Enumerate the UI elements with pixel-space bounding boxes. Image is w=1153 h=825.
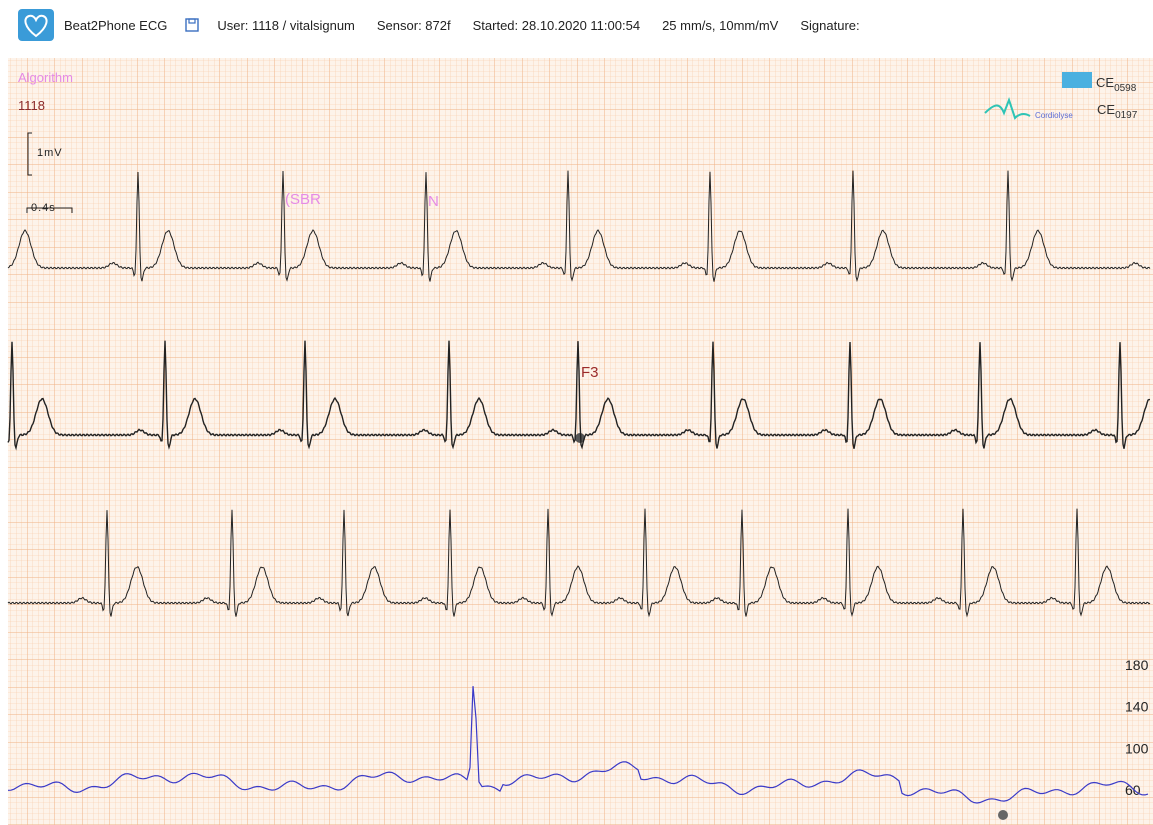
ce-device-icon bbox=[1062, 72, 1092, 88]
ce-text: CE bbox=[1097, 102, 1115, 117]
app-name: Beat2Phone ECG bbox=[64, 17, 168, 33]
recording-settings: 25 mm/s, 10mm/mV bbox=[662, 17, 779, 33]
cordiolyse-logo bbox=[984, 97, 1031, 120]
heart-rate-trace bbox=[7, 686, 1149, 804]
ecg-trace bbox=[7, 508, 1151, 618]
ce-number: 0598 bbox=[1114, 83, 1137, 94]
hr-tick-label: 60 bbox=[1125, 782, 1141, 798]
ecg-trace bbox=[7, 170, 1151, 283]
save-icon[interactable] bbox=[185, 18, 200, 32]
amplitude-bracket bbox=[27, 132, 32, 176]
event-marker[interactable] bbox=[998, 810, 1008, 820]
marker-annotation: F3 bbox=[581, 364, 599, 381]
start-time: Started: 28.10.2020 11:00:54 bbox=[472, 17, 641, 33]
ce-text: CE bbox=[1096, 75, 1114, 90]
hr-tick-label: 180 bbox=[1125, 657, 1149, 673]
ecg-trace bbox=[7, 340, 1150, 451]
rhythm-annotation: (SBR bbox=[285, 191, 321, 208]
sensor-info: Sensor: 872f bbox=[376, 17, 451, 33]
app-logo bbox=[18, 9, 54, 41]
user-info: User: 1118 / vitalsignum bbox=[217, 17, 355, 33]
ce-number: 0197 bbox=[1115, 110, 1138, 121]
time-scale: 0.4s bbox=[31, 202, 56, 214]
beat-annotation: N bbox=[428, 193, 439, 210]
hr-tick-label: 140 bbox=[1125, 699, 1149, 715]
time-bracket bbox=[26, 207, 73, 213]
algorithm-label: Algorithm bbox=[18, 70, 73, 85]
patient-id: 1118 bbox=[18, 98, 45, 113]
amplitude-scale: 1mV bbox=[37, 147, 63, 159]
hr-tick-label: 100 bbox=[1125, 740, 1149, 756]
ce-mark: CE0598 bbox=[1096, 75, 1137, 94]
brand-name: Cordiolyse bbox=[1035, 111, 1073, 120]
ce-mark: CE0197 bbox=[1097, 102, 1138, 121]
header-bar: Beat2Phone ECG User: 1118 / vitalsignum … bbox=[0, 0, 1153, 50]
event-marker[interactable] bbox=[575, 433, 585, 443]
signature-label: Signature: bbox=[800, 17, 860, 33]
